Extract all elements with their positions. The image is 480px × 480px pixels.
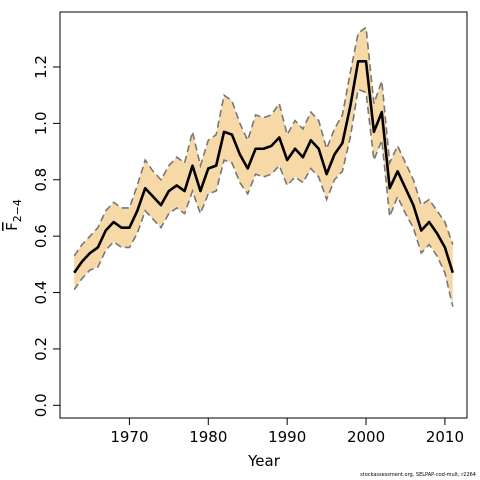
- confidence-band: [74, 27, 453, 307]
- y-tick-label: 1.2: [32, 55, 50, 79]
- y-axis-title-subscript: 2−4: [11, 199, 24, 222]
- y-tick-label: 1.0: [32, 111, 50, 135]
- x-tick-label: 2010: [426, 428, 464, 446]
- credit-text: stockassessment.org, SELPAP-cod-mult, r2…: [360, 472, 476, 478]
- y-tick-label: 0.4: [32, 281, 50, 305]
- plot-area: [73, 26, 455, 307]
- y-tick-label: 0.8: [32, 168, 50, 192]
- x-axis: 1970 1980 1990 2000 2010: [110, 418, 464, 446]
- x-tick-label: 1970: [110, 428, 148, 446]
- y-tick-label: 0.0: [32, 393, 50, 417]
- x-tick-label: 2000: [347, 428, 385, 446]
- x-axis-title: Year: [247, 452, 281, 470]
- svg-text:F2−4: F2−4: [3, 199, 24, 231]
- y-axis: 0.0 0.2 0.4 0.6 0.8 1.0 1.2: [32, 55, 60, 417]
- plot-frame: [59, 11, 468, 419]
- x-tick-label: 1990: [268, 428, 306, 446]
- estimate-line: [73, 60, 455, 274]
- y-tick-label: 0.6: [32, 224, 50, 248]
- y-axis-title-main: F: [3, 222, 21, 231]
- y-tick-label: 0.2: [32, 337, 50, 361]
- x-tick-label: 1980: [189, 428, 227, 446]
- upper-ci-line: [73, 26, 454, 257]
- y-axis-title: F2−4: [3, 199, 24, 231]
